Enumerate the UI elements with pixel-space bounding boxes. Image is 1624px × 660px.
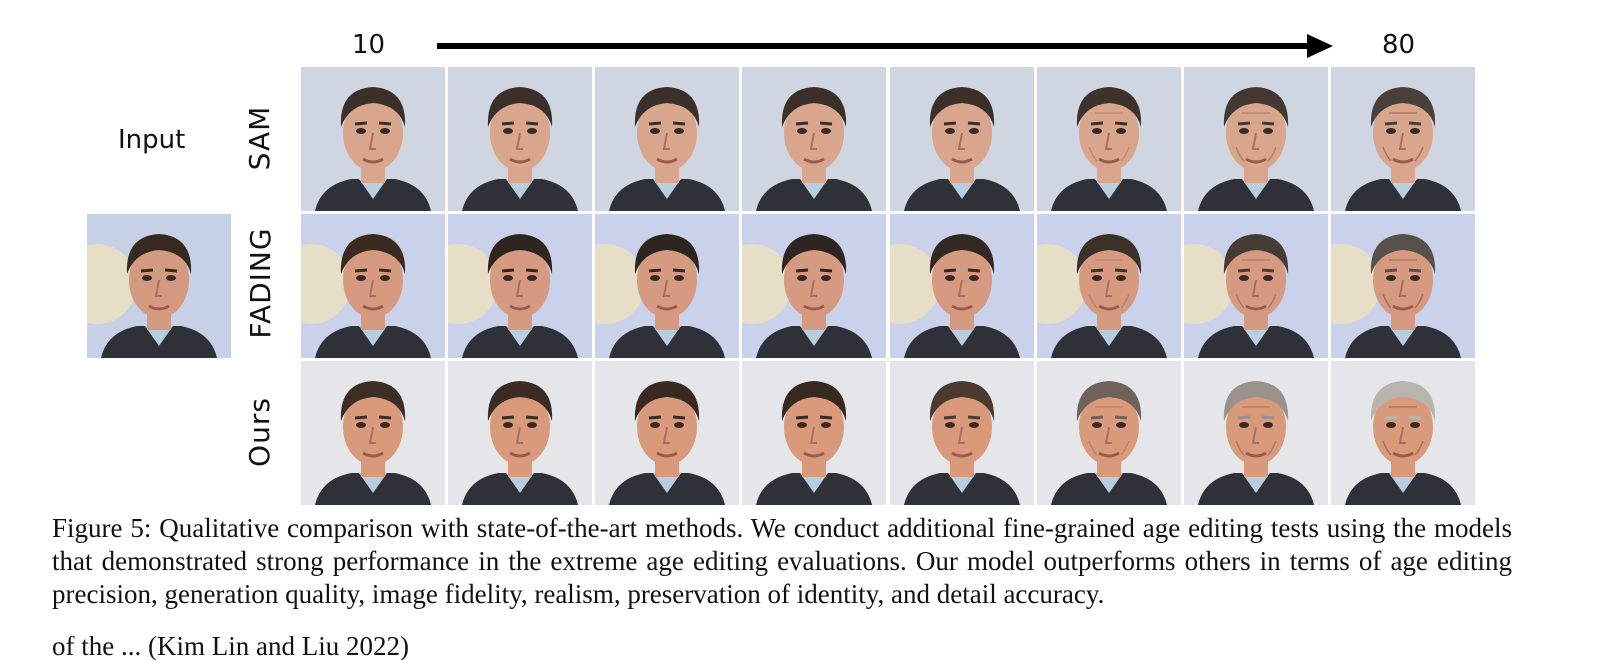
result-image-ours-1 bbox=[301, 361, 445, 505]
result-image-sam-2 bbox=[448, 67, 592, 211]
result-image-ours-4 bbox=[742, 361, 886, 505]
arrow-icon bbox=[437, 34, 1333, 58]
result-image-fading-7 bbox=[1184, 214, 1328, 358]
partial-body-line: of the ... (Kim Lin and Liu 2022) bbox=[52, 636, 409, 660]
input-label: Input bbox=[118, 125, 186, 155]
row-label-ours: Ours bbox=[243, 397, 276, 467]
result-image-sam-8 bbox=[1331, 67, 1475, 211]
result-image-fading-2 bbox=[448, 214, 592, 358]
result-image-ours-5 bbox=[890, 361, 1034, 505]
row-label-sam: SAM bbox=[243, 105, 276, 171]
row-label-fading: FADING bbox=[244, 227, 277, 339]
figure-caption: Figure 5: Qualitative comparison with st… bbox=[52, 513, 1512, 609]
result-image-fading-4 bbox=[742, 214, 886, 358]
result-image-ours-8 bbox=[1331, 361, 1475, 505]
result-image-sam-1 bbox=[301, 67, 445, 211]
result-image-fading-1 bbox=[301, 214, 445, 358]
age-start-label: 10 bbox=[352, 30, 386, 60]
clipped-body-text: of the ... (Kim Lin and Liu 2022) bbox=[52, 636, 1512, 660]
result-image-fading-3 bbox=[595, 214, 739, 358]
result-image-sam-6 bbox=[1037, 67, 1181, 211]
result-image-fading-5 bbox=[890, 214, 1034, 358]
result-image-ours-2 bbox=[448, 361, 592, 505]
age-arrow bbox=[437, 34, 1333, 58]
result-image-fading-6 bbox=[1037, 214, 1181, 358]
result-image-sam-3 bbox=[595, 67, 739, 211]
input-image bbox=[87, 214, 231, 358]
result-image-fading-8 bbox=[1331, 214, 1475, 358]
result-image-sam-4 bbox=[742, 67, 886, 211]
age-end-label: 80 bbox=[1382, 30, 1416, 60]
result-image-ours-3 bbox=[595, 361, 739, 505]
result-image-sam-5 bbox=[890, 67, 1034, 211]
result-image-ours-7 bbox=[1184, 361, 1328, 505]
result-image-ours-6 bbox=[1037, 361, 1181, 505]
result-image-sam-7 bbox=[1184, 67, 1328, 211]
